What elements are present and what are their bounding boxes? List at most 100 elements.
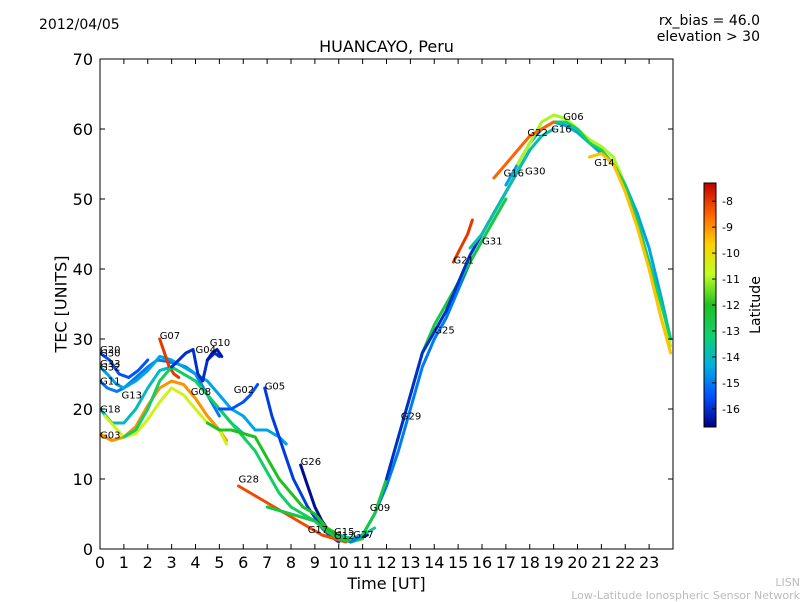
x-tick-label: 5 [214,553,224,572]
sat-label-g29: G29 [401,412,421,423]
sat-label-g27: G27 [353,530,373,541]
sat-label-g30: G30 [100,349,120,360]
sat-label-g28: G28 [239,475,259,486]
x-tick-label: 10 [329,553,349,572]
y-tick-label: 20 [73,400,93,419]
sat-label-g25: G25 [434,325,454,336]
x-tick-label: 6 [238,553,248,572]
x-tick-label: 20 [567,553,587,572]
x-tick-label: 3 [167,553,177,572]
series-g22 [516,113,673,348]
sat-label-g05: G05 [265,381,285,392]
sat-label-g10: G10 [210,338,230,349]
sat-label-g02: G02 [234,385,254,396]
y-tick-label: 0 [83,540,93,559]
series-g29 [361,197,508,537]
x-tick-label: 18 [520,553,540,572]
sat-label-g16: G16 [551,125,571,136]
sat-label-g03: G03 [100,430,120,441]
x-tick-label: 9 [310,553,320,572]
sat-label-g13: G13 [122,391,142,402]
sat-label-g15: G15 [334,527,354,538]
x-tick-label: 14 [424,553,444,572]
y-tick-label: 40 [73,260,93,279]
y-tick-label: 60 [73,120,93,139]
x-tick-label: 4 [190,553,200,572]
colorbar-tick-label: -14 [722,351,740,364]
sat-label-g20: G20 [100,345,120,356]
x-tick-label: 21 [591,553,611,572]
x-tick-label: 15 [448,553,468,572]
series-g02 [217,383,260,411]
colorbar-tick-label: -16 [722,403,740,416]
series-g17 [205,421,365,540]
x-tick-label: 16 [472,553,492,572]
x-tick-label: 13 [400,553,420,572]
rx-bias-label: rx_bias = 46.0 [658,13,760,29]
series-g09 [349,239,484,544]
sat-label-g06: G06 [563,112,583,123]
series-g32 [100,355,288,446]
sat-label-g22: G22 [527,128,547,139]
series-g30 [100,351,150,379]
colorbar-tick-label: -10 [722,247,740,260]
date-label: 2012/04/05 [39,17,120,33]
series-g27 [337,526,377,540]
sat-label-g07: G07 [160,331,180,342]
sat-label-g12: G12 [334,531,354,542]
sat-label-g04: G04 [196,345,216,356]
series-g20 [492,120,556,180]
axis-layer: 0 1 2 3 4 5 6 7 8 9 10 11 12 13 14 15 16 17 18 19 20 21 22 2301… [73,50,673,572]
x-tick-label: 22 [615,553,635,572]
series-g03 [100,379,228,442]
y-tick-label: 50 [73,190,93,209]
series-g06 [540,120,673,341]
credit-short: LISN [775,576,800,589]
x-tick-label: 23 [639,553,659,572]
x-tick-label: 11 [352,553,372,572]
x-tick-label: 2 [143,553,153,572]
x-tick-label: 7 [262,553,272,572]
sat-label-g30: G30 [525,167,545,178]
sat-label-g16: G16 [504,169,524,180]
colorbar-tick-label: -12 [722,299,740,312]
sat-label-g21: G21 [453,255,473,266]
series-g15 [265,505,365,544]
sat-label-g31: G31 [482,237,502,248]
colorbar-tick-label: -15 [722,377,740,390]
x-tick-label: 12 [376,553,396,572]
y-tick-label: 70 [73,50,93,69]
colorbar-tick-label: -13 [722,325,740,338]
series-g28 [237,484,348,544]
colorbar-tick-label: -9 [722,221,733,234]
chart-title: HUANCAYO, Peru [319,37,454,56]
series-g14 [587,152,673,355]
x-tick-label: 8 [286,553,296,572]
credit-block: LISN Low-Latitude Ionospheric Sensor Net… [571,576,800,602]
sat-label-g17: G17 [308,525,328,536]
series-g16 [504,120,673,341]
sat-label-g26: G26 [301,457,321,468]
series-g21 [451,218,474,264]
sat-label-g18: G18 [100,405,120,416]
series-layer [100,113,673,544]
sat-label-g14: G14 [594,158,614,169]
sat-label-g11: G11 [100,377,120,388]
sat-label-g09: G09 [370,503,390,514]
series-g31 [468,127,556,250]
sat-label-g32: G32 [100,363,120,374]
x-tick-label: 1 [119,553,129,572]
series-g07 [158,337,181,379]
y-tick-label: 10 [73,470,93,489]
series-g10 [205,348,224,362]
sat-label-g33: G33 [100,359,120,370]
series-g25 [385,148,532,481]
params-block: rx_bias = 46.0 elevation > 30 [657,13,760,45]
sat-label-g08: G08 [191,387,211,398]
colorbar-tick-label: -8 [722,195,733,208]
x-axis-label: Time [UT] [347,574,426,593]
x-tick-label: 19 [543,553,563,572]
y-tick-label: 30 [73,330,93,349]
